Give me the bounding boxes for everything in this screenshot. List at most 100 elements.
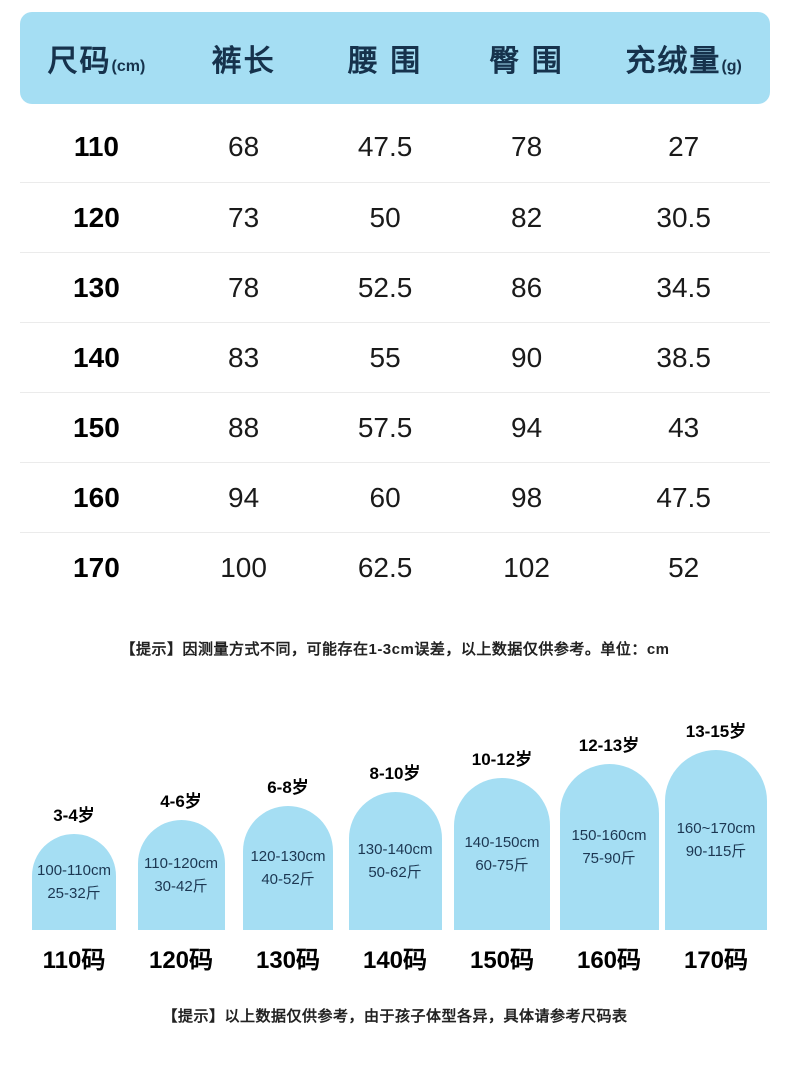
column-header: 裤长 <box>173 36 315 80</box>
weight-range: 30-42斤 <box>154 878 208 895</box>
guide-item: 12-13岁 150-160cm 75-90斤 160码 <box>557 731 661 975</box>
value-cell: 62.5 <box>357 551 413 583</box>
value-cell: 94 <box>228 481 260 513</box>
table-row: 130 78 52.5 86 34.5 <box>20 252 770 322</box>
guide-item: 13-15岁 160~170cm 90-115斤 170码 <box>664 717 768 975</box>
column-header-label: 臀 围 <box>489 45 564 78</box>
size-table-header: 尺码(cm) 裤长 腰 围 臀 围充绒量(g) <box>20 12 770 104</box>
weight-range: 25-32斤 <box>47 885 101 902</box>
size-arch: 120-130cm 40-52斤 <box>243 806 333 930</box>
weight-range: 50-62斤 <box>368 864 422 881</box>
size-arch: 110-120cm 30-42斤 <box>137 820 225 930</box>
size-code-label: 110码 <box>42 947 106 974</box>
guide-item: 10-12岁 140-150cm 60-75斤 150码 <box>450 745 554 975</box>
table-row: 120 73 50 82 30.5 <box>20 182 770 252</box>
column-header-unit: (cm) <box>111 58 146 75</box>
value-cell: 52 <box>668 551 700 583</box>
table-row: 150 88 57.5 94 43 <box>20 392 770 462</box>
value-cell: 27 <box>668 131 700 162</box>
value-cell: 52.5 <box>357 271 413 303</box>
weight-range: 40-52斤 <box>261 871 315 888</box>
size-code-label: 170码 <box>683 947 749 974</box>
value-cell: 78 <box>511 131 543 162</box>
guide-item: 6-8岁 120-130cm 40-52斤 130码 <box>236 773 340 975</box>
age-label: 8-10岁 <box>369 764 421 783</box>
height-range: 110-120cm <box>144 854 218 872</box>
value-cell: 102 <box>503 551 550 583</box>
size-cell: 120 <box>73 201 120 233</box>
value-cell: 57.5 <box>357 411 413 443</box>
weight-range: 75-90斤 <box>582 850 636 867</box>
size-cell: 110 <box>73 131 119 162</box>
column-header-label: 尺码 <box>47 45 112 78</box>
guide-item: 3-4岁 100-110cm 25-32斤 110码 <box>22 801 126 975</box>
column-header: 尺码(cm) <box>20 36 173 80</box>
column-header-label: 裤长 <box>211 45 276 78</box>
age-size-guide: 3-4岁 100-110cm 25-32斤 110码 4-6岁 110-120cm 30-4… <box>22 717 768 975</box>
table-row: 140 83 55 90 38.5 <box>20 322 770 392</box>
age-label: 13-15岁 <box>685 722 747 741</box>
value-cell: 78 <box>228 271 260 303</box>
value-cell: 82 <box>511 201 543 233</box>
value-cell: 47.5 <box>357 131 413 162</box>
value-cell: 47.5 <box>656 481 711 513</box>
size-code-label: 120码 <box>148 947 214 974</box>
value-cell: 60 <box>369 481 401 513</box>
age-label: 4-6岁 <box>160 792 202 811</box>
value-cell: 68 <box>228 131 260 162</box>
value-cell: 55 <box>369 341 401 373</box>
size-code-label: 130码 <box>255 947 321 974</box>
size-cell: 160 <box>73 481 120 513</box>
age-label: 10-12岁 <box>471 750 533 769</box>
value-cell: 83 <box>228 341 260 373</box>
table-row: 170 100 62.5 102 52 <box>20 532 770 602</box>
value-cell: 86 <box>511 271 543 303</box>
height-range: 100-110cm <box>37 861 111 879</box>
weight-range: 60-75斤 <box>475 857 529 874</box>
value-cell: 100 <box>220 551 267 583</box>
column-header: 充绒量(g) <box>597 36 770 80</box>
guide-item: 4-6岁 110-120cm 30-42斤 120码 <box>129 787 233 975</box>
value-cell: 90 <box>511 341 543 373</box>
column-header-label: 腰 围 <box>347 45 423 78</box>
size-table: 尺码(cm) 裤长 腰 围 臀 围充绒量(g) 110 68 47.5 78 27 120 73 5… <box>20 12 770 602</box>
size-cell: 170 <box>73 551 120 583</box>
guide-item: 8-10岁 130-140cm 50-62斤 140码 <box>343 759 447 975</box>
value-cell: 30.5 <box>656 201 711 233</box>
size-code-label: 150码 <box>469 947 535 974</box>
size-cell: 130 <box>73 271 120 303</box>
size-arch: 130-140cm 50-62斤 <box>348 792 442 930</box>
size-code-label: 160码 <box>576 947 642 974</box>
age-label: 6-8岁 <box>267 778 309 797</box>
weight-range: 90-115斤 <box>685 843 747 860</box>
size-arch: 160~170cm 90-115斤 <box>665 750 767 930</box>
table-row: 160 94 60 98 47.5 <box>20 462 770 532</box>
column-header: 腰 围 <box>314 36 456 80</box>
column-header: 臀 围 <box>456 36 598 80</box>
value-cell: 38.5 <box>656 341 711 373</box>
size-arch: 150-160cm 75-90斤 <box>559 764 659 930</box>
height-range: 160~170cm <box>676 819 756 837</box>
table-row: 110 68 47.5 78 27 <box>20 112 770 182</box>
column-header-unit: (g) <box>721 58 742 75</box>
size-arch: 140-150cm 60-75斤 <box>454 778 550 930</box>
value-cell: 94 <box>511 411 543 443</box>
reference-note: 【提示】以上数据仅供参考，由于孩子体型各异，具体请参考尺码表 <box>162 1008 628 1025</box>
age-label: 3-4岁 <box>53 806 95 825</box>
value-cell: 34.5 <box>656 271 711 303</box>
height-range: 130-140cm <box>357 840 433 858</box>
size-cell: 150 <box>73 411 120 443</box>
value-cell: 50 <box>369 201 401 233</box>
height-range: 140-150cm <box>464 833 540 851</box>
size-table-body: 110 68 47.5 78 27 120 73 50 82 30.5 130 78 52.5 86 34.… <box>20 104 770 602</box>
size-cell: 140 <box>73 341 120 373</box>
value-cell: 88 <box>228 411 260 443</box>
value-cell: 43 <box>668 411 700 443</box>
age-label: 12-13岁 <box>578 736 640 755</box>
height-range: 120-130cm <box>250 847 326 865</box>
value-cell: 73 <box>228 201 260 233</box>
height-range: 150-160cm <box>571 826 647 844</box>
value-cell: 98 <box>511 481 543 513</box>
size-code-label: 140码 <box>362 947 428 974</box>
